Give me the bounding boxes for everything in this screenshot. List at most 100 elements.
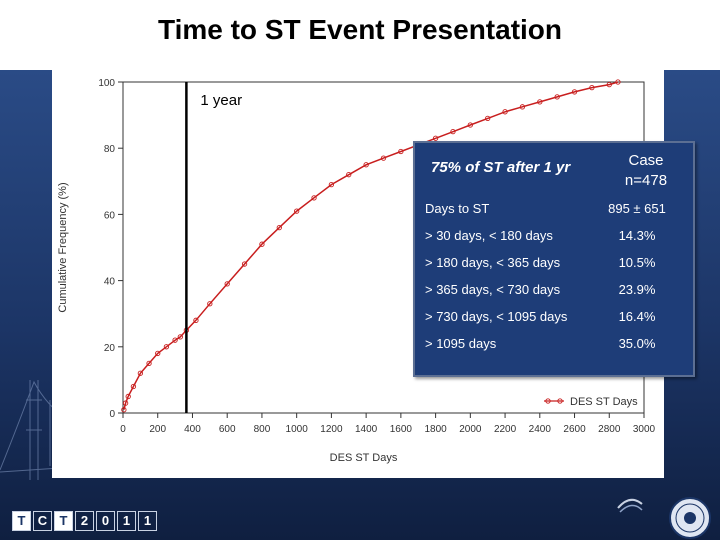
- stat-row: > 1095 days 35.0%: [425, 336, 687, 356]
- x-tick-label: 400: [184, 424, 201, 435]
- stat-row: Days to ST 895 ± 651: [425, 201, 687, 221]
- legend-marker: [545, 398, 551, 404]
- data-point: [398, 148, 404, 155]
- stat-value: 23.9%: [618, 282, 656, 297]
- legend-label: DES ST Days: [570, 396, 638, 408]
- data-point: [328, 181, 335, 188]
- logo-letter: C: [33, 511, 52, 531]
- data-point: [380, 155, 387, 161]
- x-tick-label: 2800: [598, 424, 621, 435]
- y-tick-label: 40: [104, 277, 116, 288]
- data-point: [121, 407, 127, 413]
- university-seal-icon: [669, 497, 711, 539]
- data-point: [485, 115, 491, 122]
- data-point: [571, 89, 578, 95]
- stat-value: 14.3%: [618, 228, 656, 243]
- stat-label: > 365 days, < 730 days: [425, 282, 561, 297]
- stat-label: > 180 days, < 365 days: [425, 255, 561, 270]
- stat-row: > 180 days, < 365 days 10.5%: [425, 255, 687, 275]
- data-point: [554, 94, 560, 100]
- y-tick-label: 0: [109, 409, 115, 420]
- stat-label: > 1095 days: [425, 336, 497, 351]
- callout-text: 75% of ST after 1 yr: [431, 159, 571, 176]
- stat-row: > 365 days, < 730 days 23.9%: [425, 282, 687, 302]
- series-line: [123, 81, 619, 410]
- x-tick-label: 200: [149, 424, 166, 435]
- stat-label: > 730 days, < 1095 days: [425, 309, 568, 324]
- data-point: [450, 129, 456, 135]
- data-point: [125, 393, 131, 400]
- logo-letter: T: [54, 511, 73, 531]
- data-point: [615, 79, 621, 85]
- data-point: [311, 195, 317, 201]
- y-tick-label: 100: [98, 78, 115, 89]
- stat-value: 10.5%: [618, 255, 656, 270]
- data-point: [467, 122, 473, 128]
- data-point: [207, 301, 213, 307]
- x-tick-label: 2600: [563, 424, 586, 435]
- y-axis-label: Cumulative Frequency (%): [57, 182, 69, 312]
- case-header-label: Case: [628, 152, 664, 169]
- x-tick-label: 0: [120, 424, 126, 435]
- x-tick-label: 800: [254, 424, 271, 435]
- x-tick-label: 3000: [633, 424, 656, 435]
- data-point: [259, 241, 265, 247]
- stat-value: 35.0%: [618, 336, 656, 351]
- data-point: [537, 99, 543, 105]
- stat-row: > 30 days, < 180 days 14.3%: [425, 228, 687, 248]
- x-tick-label: 1600: [390, 424, 413, 435]
- data-point: [294, 208, 300, 214]
- y-tick-label: 80: [104, 144, 116, 155]
- stat-label: > 30 days, < 180 days: [425, 228, 553, 243]
- logo-letter: 2: [75, 511, 94, 531]
- data-point: [193, 317, 199, 323]
- data-point: [122, 400, 129, 406]
- data-point: [172, 337, 178, 343]
- logo-letter: 1: [138, 511, 157, 531]
- data-point: [241, 261, 248, 267]
- data-point: [519, 104, 526, 110]
- data-point: [363, 162, 369, 168]
- stat-value: 895 ± 651: [608, 201, 666, 216]
- data-point: [502, 109, 508, 115]
- logo-letter: 0: [96, 511, 115, 531]
- logo-letter: T: [12, 511, 31, 531]
- x-tick-label: 1200: [320, 424, 343, 435]
- x-tick-label: 2400: [529, 424, 552, 435]
- data-point: [224, 281, 230, 287]
- legend-marker: [557, 398, 563, 404]
- x-tick-label: 2200: [494, 424, 517, 435]
- x-tick-label: 1800: [424, 424, 447, 435]
- data-point: [606, 81, 612, 88]
- title-band: [0, 0, 720, 70]
- data-point: [163, 344, 170, 350]
- x-tick-label: 1400: [355, 424, 378, 435]
- logo-letter: 1: [117, 511, 136, 531]
- slide-title: Time to ST Event Presentation: [157, 14, 563, 45]
- data-point: [137, 370, 144, 376]
- stat-row: > 730 days, < 1095 days 16.4%: [425, 309, 687, 329]
- institution-mark-icon: [617, 498, 643, 513]
- one-year-label: 1 year: [200, 92, 242, 109]
- data-point: [155, 350, 161, 357]
- x-tick-label: 2000: [459, 424, 482, 435]
- cumulative-frequency-chart: 0 200 400 600 800 1000 1200 1400 1600 1800 2000 220…: [57, 78, 656, 464]
- data-point: [276, 224, 282, 231]
- stats-table: 75% of ST after 1 yr Case n=478 Days to …: [413, 141, 695, 377]
- case-header-count: n=478: [624, 172, 668, 189]
- x-axis-label: DES ST Days: [330, 452, 398, 464]
- data-point: [589, 84, 595, 91]
- data-point: [432, 135, 439, 141]
- case-header: Case n=478: [611, 151, 681, 191]
- y-tick-label: 20: [104, 343, 116, 354]
- x-tick-label: 600: [219, 424, 236, 435]
- data-point: [130, 383, 137, 390]
- stat-label: Days to ST: [425, 201, 490, 216]
- data-point: [177, 334, 183, 340]
- data-point: [346, 172, 352, 178]
- data-point: [146, 360, 152, 366]
- y-tick-label: 60: [104, 210, 116, 221]
- institution-logo-icon: [596, 496, 664, 536]
- x-tick-label: 1000: [286, 424, 309, 435]
